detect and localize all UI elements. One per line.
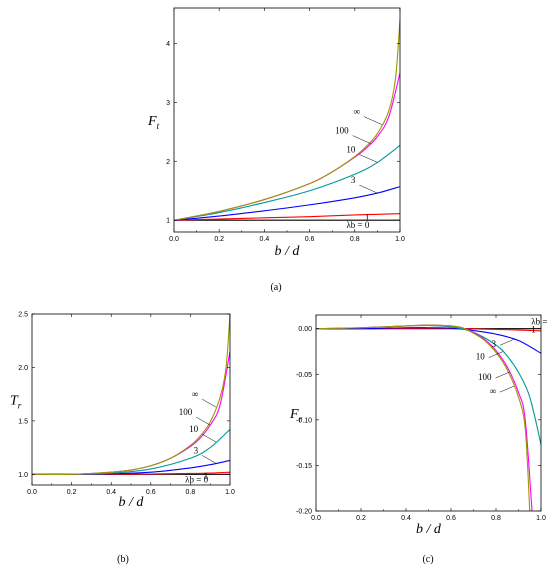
x-tick-label: 0.6 <box>146 489 156 496</box>
y-tick-label: -0.15 <box>296 463 312 470</box>
x-tick-label: 0.0 <box>169 236 179 243</box>
series-line-3 <box>316 327 541 354</box>
curve-label: 3 <box>194 445 199 455</box>
panel-caption: (a) <box>270 282 281 293</box>
x-tick-label: 0.4 <box>401 515 411 522</box>
curve-label: 10 <box>189 424 199 434</box>
y-axis-label-main: F <box>147 114 157 129</box>
curve-label: 3 <box>492 339 497 349</box>
annotation-leader <box>202 433 217 443</box>
y-axis-label: Fr <box>289 407 303 424</box>
curve-label: 1 <box>531 324 536 334</box>
y-axis-label-subscript: t <box>157 121 160 131</box>
y-axis-label-main: T <box>10 394 19 409</box>
x-tick-label: 0.8 <box>350 236 360 243</box>
x-axis-label: b / d <box>119 495 145 510</box>
x-tick-label: 0.6 <box>305 236 315 243</box>
y-tick-label: 1.0 <box>18 472 28 479</box>
x-tick-label: 0.4 <box>260 236 270 243</box>
annotation-leader <box>352 135 371 144</box>
annotation-leader <box>495 371 510 379</box>
curve-label: λb = 0 <box>346 220 369 230</box>
x-axis-label: b / d <box>275 244 301 259</box>
series-group <box>32 314 230 476</box>
series-line-1 <box>174 213 400 221</box>
curve-label: λb = 0 <box>185 474 208 484</box>
y-tick-label: 2 <box>166 159 170 166</box>
y-axis-label: Ft <box>147 114 160 131</box>
x-tick-label: 0.6 <box>446 515 456 522</box>
y-axis-label-subscript: r <box>18 401 22 411</box>
curve-label: 1 <box>365 212 370 222</box>
curve-label: ∞ <box>192 389 198 399</box>
plot-frame <box>315 314 542 512</box>
series-group <box>316 324 541 511</box>
series-group <box>174 19 400 221</box>
x-tick-label: 0.0 <box>311 515 321 522</box>
curve-label: ∞ <box>490 386 496 396</box>
curve-label: 3 <box>351 175 356 185</box>
curve-label: 100 <box>335 126 349 136</box>
panel-c: 0.0 0.2 0.4 0.6 0.8 1.0 0.00 -0.05 -0.10 -0.15 -0.… <box>289 314 550 565</box>
annotation-leader <box>359 154 378 163</box>
annotation-leader <box>202 398 217 408</box>
series-line-10 <box>316 324 541 445</box>
y-tick-label: 2.5 <box>18 312 28 319</box>
series-line- <box>32 314 230 476</box>
x-tick-label: 0.2 <box>356 515 366 522</box>
series-line-100 <box>32 351 230 476</box>
curve-label: 100 <box>179 407 193 417</box>
x-tick-label: 1.0 <box>395 236 405 243</box>
series-line- <box>316 324 531 511</box>
x-tick-label: 0.2 <box>67 489 77 496</box>
curve-label: 1 <box>204 471 209 481</box>
x-tick-label: 0.8 <box>186 489 196 496</box>
annotation-leader <box>359 184 378 194</box>
y-tick-label: -0.10 <box>296 417 312 424</box>
y-tick-label: -0.20 <box>296 509 312 516</box>
annotation-leader <box>202 455 217 464</box>
y-tick-label: 3 <box>166 100 170 107</box>
annotation-leader <box>363 116 383 125</box>
y-tick-label: 4 <box>166 41 170 48</box>
x-tick-label: 0.0 <box>27 489 37 496</box>
plot-frame <box>31 313 231 486</box>
y-tick-label: 2.0 <box>18 365 28 372</box>
y-tick-label: 1 <box>166 218 170 225</box>
x-tick-label: 0.2 <box>214 236 224 243</box>
y-tick-label: 0.00 <box>298 326 312 333</box>
x-tick-label: 0.8 <box>491 515 501 522</box>
y-tick-label: 1.5 <box>18 418 28 425</box>
y-axis-label-main: F <box>289 407 299 422</box>
panel-caption: (b) <box>117 554 129 565</box>
annotation-leader <box>488 351 503 358</box>
series-line- <box>174 19 400 221</box>
curve-label: 100 <box>478 372 492 382</box>
annotation-leader <box>196 416 211 426</box>
curve-label: 10 <box>476 352 486 362</box>
x-axis-label: b / d <box>416 522 442 537</box>
y-tick-label: -0.05 <box>296 372 312 379</box>
y-axis-label-subscript: r <box>299 414 303 424</box>
panel-b: 0.0 0.2 0.4 0.6 0.8 1.0 1.0 1.5 2.0 2.5 b / d Tr ∞ 10… <box>10 312 235 566</box>
annotation-leader <box>499 339 515 346</box>
curve-label: ∞ <box>353 107 359 117</box>
x-tick-label: 0.4 <box>106 489 116 496</box>
x-tick-label: 1.0 <box>225 489 235 496</box>
panel-caption: (c) <box>422 554 433 565</box>
curve-label: 10 <box>346 144 356 154</box>
annotation-leader <box>499 385 515 393</box>
y-axis-label: Tr <box>10 394 22 411</box>
series-line-10 <box>174 144 400 221</box>
series-line-3 <box>32 459 230 475</box>
plot-frame <box>173 7 401 233</box>
curve-label: λb = 0 <box>531 317 550 327</box>
x-tick-label: 1.0 <box>536 515 546 522</box>
